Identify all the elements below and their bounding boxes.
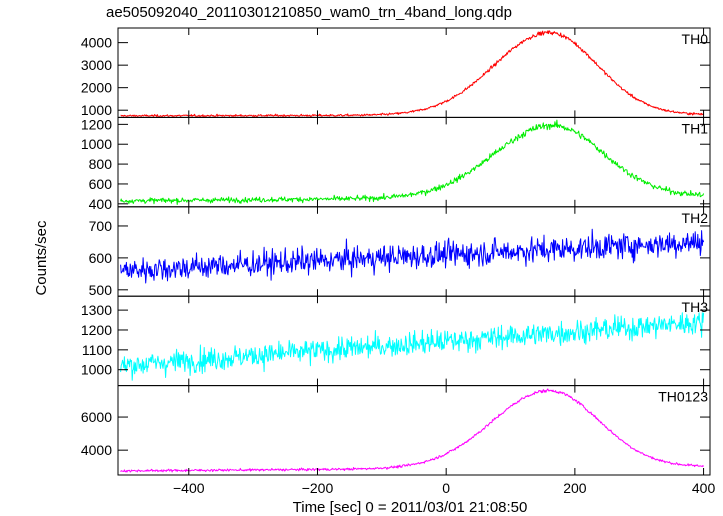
y-tick-label: 600	[89, 250, 113, 266]
panel-label: TH2	[682, 210, 709, 226]
y-tick-label: 3000	[81, 57, 112, 73]
y-tick-label: 1200	[81, 116, 112, 132]
y-tick-label: 1100	[82, 342, 112, 358]
panel-label: TH3	[682, 299, 709, 315]
y-tick-label: 1000	[81, 102, 112, 118]
y-tick-label: 4000	[81, 442, 112, 458]
panel-label: TH1	[682, 120, 709, 136]
y-tick-label: 700	[89, 218, 113, 234]
panel-frame	[117, 385, 711, 476]
panel-th1: 400 600 800 1000 1200 TH1	[81, 116, 711, 212]
y-tick-label: 6000	[81, 409, 112, 425]
panel-th0: 1000 2000 3000 4000 TH0	[81, 27, 711, 118]
y-tick-label: 1000	[81, 362, 112, 378]
panel-th0123: 4000 6000 TH0123	[81, 385, 711, 476]
x-axis-label: Time [sec] 0 = 2011/03/01 21:08:50	[293, 499, 528, 516]
x-tick-label: 0	[442, 480, 450, 496]
series-th3	[120, 312, 705, 381]
x-axis: −400 −200 0 200 400	[173, 480, 715, 496]
x-tick-label: 400	[692, 480, 716, 496]
x-tick-label: −200	[302, 480, 334, 496]
y-tick-label: 800	[89, 156, 113, 172]
y-tick-label: 4000	[81, 35, 112, 51]
panel-th2: 500 600 700 TH2	[89, 206, 711, 298]
y-tick-label: 600	[89, 176, 113, 192]
panel-frame	[117, 116, 711, 208]
x-tick-label: 200	[563, 480, 587, 496]
y-tick-label: 1300	[81, 302, 112, 318]
chart-title: ae505092040_20110301210850_wam0_trn_4ban…	[106, 4, 512, 21]
series-th2	[120, 228, 705, 284]
y-tick-label: 400	[89, 196, 113, 212]
series-th1	[120, 119, 705, 205]
panel-label: TH0123	[658, 389, 708, 405]
y-tick-label: 1200	[81, 322, 112, 338]
series-th0	[120, 30, 704, 117]
y-tick-label: 2000	[81, 80, 112, 96]
panel-th3: 1000 1100 1200 1300 TH3	[81, 295, 711, 387]
panel-frame	[117, 27, 711, 118]
x-tick-label: −400	[173, 480, 205, 496]
y-axis-label: Counts/sec	[33, 220, 50, 296]
y-tick-label: 1000	[81, 136, 112, 152]
y-tick-label: 500	[89, 282, 113, 298]
panel-label: TH0	[682, 31, 709, 47]
series-th0123	[120, 388, 704, 473]
